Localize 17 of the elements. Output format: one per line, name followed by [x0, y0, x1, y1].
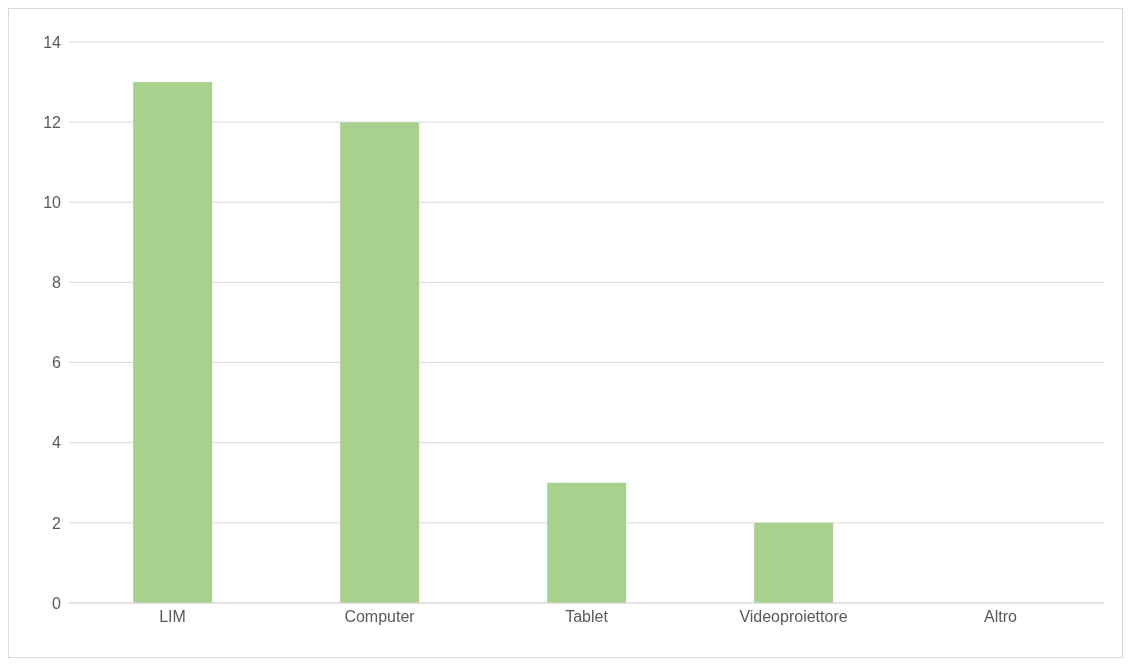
- y-tick-label: 0: [52, 594, 62, 612]
- y-tick-label: 10: [43, 193, 62, 211]
- y-tick-label: 6: [52, 354, 62, 372]
- x-tick-label: Altro: [984, 608, 1018, 626]
- y-tick-label: 14: [43, 33, 62, 51]
- bar: [133, 82, 213, 603]
- bar: [547, 482, 627, 603]
- bar: [754, 522, 834, 603]
- x-tick-label: LIM: [159, 608, 186, 626]
- y-tick-label: 2: [52, 514, 62, 532]
- bar: [340, 122, 420, 603]
- y-tick-label: 4: [52, 434, 62, 452]
- x-tick-label: Tablet: [565, 608, 609, 626]
- y-tick-label: 8: [52, 274, 62, 292]
- x-tick-label: Computer: [344, 608, 416, 626]
- y-tick-label: 12: [43, 113, 62, 131]
- x-tick-label: Videoproiettore: [739, 608, 848, 626]
